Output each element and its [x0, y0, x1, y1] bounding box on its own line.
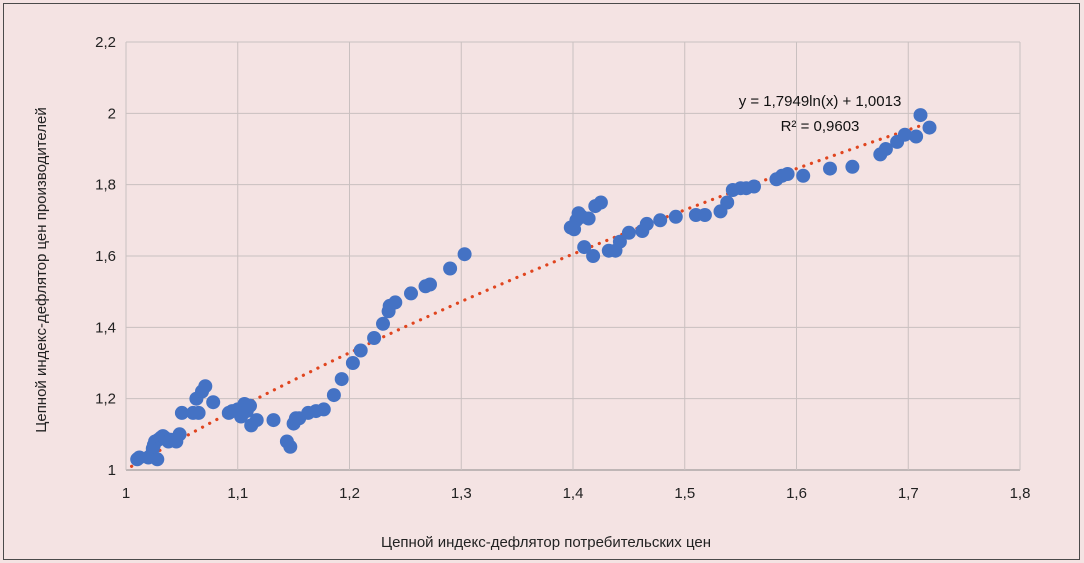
data-point	[612, 234, 627, 249]
trendline	[130, 120, 933, 468]
data-point	[922, 120, 937, 135]
x-tick-label: 1,5	[674, 485, 695, 502]
x-tick-label: 1,3	[451, 485, 472, 502]
data-point	[577, 240, 592, 255]
trendline-group	[130, 120, 933, 468]
data-point	[897, 127, 912, 142]
data-point	[206, 395, 221, 410]
y-tick-label: 1,6	[95, 248, 116, 265]
data-point	[326, 388, 341, 403]
trendline-equation: y = 1,7949ln(x) + 1,0013	[739, 93, 902, 110]
data-point	[845, 159, 860, 174]
data-point	[780, 167, 795, 181]
x-tick-label: 1,1	[227, 485, 248, 502]
data-point	[404, 286, 418, 301]
data-point	[639, 216, 654, 231]
y-tick-labels: 1 1,2 1,4 1,6 1,8 2 2,2	[95, 34, 116, 479]
y-tick-label: 1,2	[95, 391, 116, 408]
y-tick-label: 1	[108, 462, 116, 479]
data-point	[796, 168, 811, 183]
data-point	[747, 179, 761, 194]
data-point	[345, 356, 360, 370]
data-point	[653, 213, 668, 228]
data-point	[266, 413, 281, 428]
data-point	[586, 249, 601, 263]
data-point	[243, 398, 257, 413]
data-point	[353, 343, 368, 358]
data-point	[249, 413, 264, 428]
chart-frame	[3, 3, 1080, 560]
data-point	[668, 209, 683, 224]
data-point	[376, 316, 390, 331]
data-point	[191, 405, 206, 420]
data-point	[878, 142, 893, 156]
x-tick-label: 1,6	[786, 485, 807, 502]
data-point	[150, 452, 165, 467]
data-points	[130, 108, 937, 467]
x-axis-title: Цепной индекс-дефлятор потребительских ц…	[381, 534, 711, 551]
data-point	[174, 405, 189, 420]
x-tick-label: 1,4	[563, 485, 584, 502]
data-point	[457, 247, 472, 262]
data-point	[581, 211, 596, 226]
data-point	[593, 195, 608, 210]
data-point	[198, 379, 213, 394]
x-tick-label: 1,7	[898, 485, 919, 502]
data-point	[172, 427, 187, 442]
data-point	[621, 225, 636, 240]
grid-lines	[125, 41, 1021, 471]
x-tick-label: 1,2	[339, 485, 360, 502]
y-tick-label: 1,8	[95, 177, 116, 194]
data-point	[443, 261, 458, 276]
data-point	[720, 195, 735, 210]
data-point	[697, 208, 712, 222]
data-point	[367, 331, 382, 345]
x-tick-label: 1	[122, 485, 130, 502]
r-squared-label: R² = 0,9603	[781, 118, 860, 135]
y-axis-title: Цепной индекс-дефлятор цен производителе…	[33, 107, 50, 433]
x-tick-labels: 1 1,1 1,2 1,3 1,4 1,5 1,6 1,7 1,8	[122, 485, 1031, 502]
y-tick-label: 2,2	[95, 34, 116, 51]
data-point	[423, 277, 437, 292]
data-point	[316, 402, 331, 417]
y-tick-label: 1,4	[95, 319, 116, 336]
data-point	[823, 161, 837, 176]
data-point	[913, 108, 928, 123]
y-tick-label: 2	[108, 105, 116, 122]
data-point	[334, 372, 349, 387]
data-point	[388, 295, 403, 310]
data-point	[909, 129, 924, 144]
x-tick-label: 1,8	[1010, 485, 1031, 502]
data-point	[283, 439, 298, 454]
